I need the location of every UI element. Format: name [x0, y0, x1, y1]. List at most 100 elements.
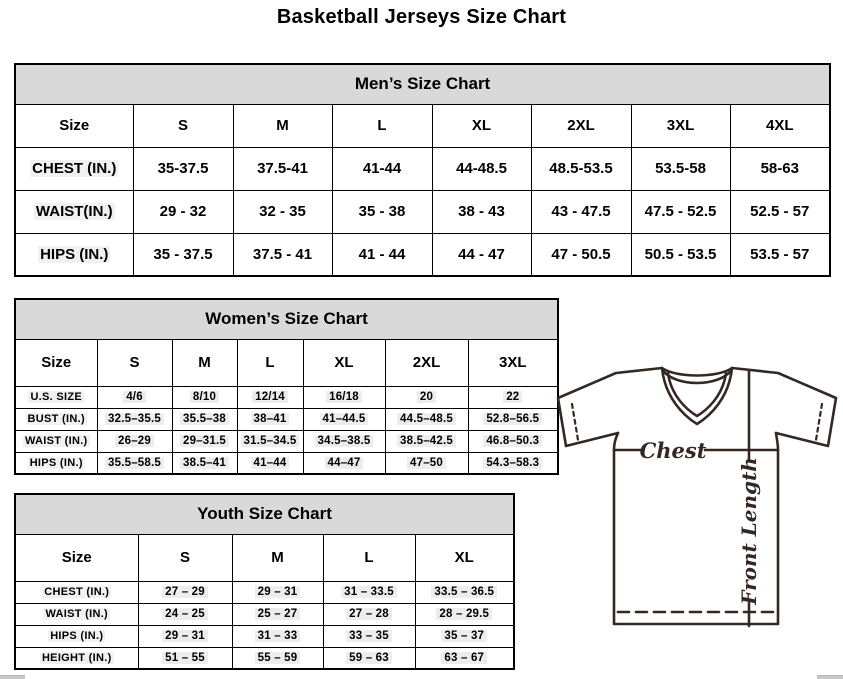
column-header: M: [171, 338, 238, 387]
size-value-cell: 59 – 63: [322, 646, 416, 670]
row-label: CHEST (IN.): [14, 146, 134, 191]
row-label: HIPS (IN.): [14, 451, 98, 475]
chest-measure-label: Chest: [640, 438, 707, 463]
size-value-cell: 38 - 43: [431, 189, 532, 234]
size-value-cell: 47.5 - 52.5: [630, 189, 731, 234]
size-value-cell: 50.5 - 53.5: [630, 232, 731, 277]
column-header: XL: [414, 533, 515, 582]
size-value-cell: 27 – 28: [322, 602, 416, 626]
size-value-cell: 35 - 38: [331, 189, 433, 234]
horizontal-scrollbar-thumb-left[interactable]: [0, 675, 25, 679]
size-value-cell: 31 – 33.5: [322, 580, 416, 604]
size-value-cell: 35.5–38: [171, 407, 238, 431]
size-value-cell: 29 – 31: [137, 624, 233, 648]
jersey-outline-icon: [556, 366, 838, 628]
size-value-cell: 41–44: [236, 451, 304, 475]
jersey-measurement-diagram: Chest Front Length: [556, 366, 838, 628]
size-value-cell: 12/14: [236, 385, 304, 409]
chart-title: Women’s Size Chart: [14, 298, 559, 340]
size-value-cell: 51 – 55: [137, 646, 233, 670]
row-label: HIPS (IN.): [14, 624, 139, 648]
column-header: S: [137, 533, 233, 582]
column-header: 2XL: [384, 338, 469, 387]
size-value-cell: 29 – 31: [231, 580, 324, 604]
row-label: HEIGHT (IN.): [14, 646, 139, 670]
size-value-cell: 52.5 - 57: [729, 189, 831, 234]
size-value-cell: 8/10: [171, 385, 238, 409]
size-value-cell: 35 – 37: [414, 624, 515, 648]
row-label: HIPS (IN.): [14, 232, 134, 277]
size-value-cell: 55 – 59: [231, 646, 324, 670]
chart-title: Youth Size Chart: [14, 493, 515, 535]
table-row: BUST (IN.) 32.5–35.5 35.5–38 38–41 41–44.5 44…: [14, 407, 559, 431]
size-value-cell: 41–44.5: [302, 407, 386, 431]
size-value-cell: 33.5 – 36.5: [414, 580, 515, 604]
size-value-cell: 31.5–34.5: [236, 429, 304, 453]
size-value-cell: 41 - 44: [331, 232, 433, 277]
row-label: WAIST (IN.): [14, 429, 98, 453]
womens-size-chart-table: Women’s Size Chart Size S M L XL 2XL 3XL U.S. SI…: [14, 298, 560, 475]
size-value-cell: 22: [467, 385, 559, 409]
horizontal-scrollbar-thumb-right[interactable]: [817, 675, 843, 679]
column-header: L: [236, 338, 304, 387]
size-value-cell: 37.5-41: [232, 146, 333, 191]
row-label: CHEST (IN.): [14, 580, 139, 604]
table-row: WAIST (IN.) 24 – 25 25 – 27 27 – 28 28 – 29.…: [14, 602, 515, 626]
column-header: 2XL: [530, 103, 632, 148]
table-row: HIPS (IN.) 29 – 31 31 – 33 33 – 35 35 – 37: [14, 624, 515, 648]
table-row: HIPS (IN.) 35.5–58.5 38.5–41 41–44 44–47 47–5…: [14, 451, 559, 475]
size-value-cell: 28 – 29.5: [414, 602, 515, 626]
size-value-cell: 24 – 25: [137, 602, 233, 626]
size-value-cell: 16/18: [302, 385, 386, 409]
row-label: U.S. SIZE: [14, 385, 98, 409]
size-value-cell: 34.5–38.5: [302, 429, 386, 453]
row-label: BUST (IN.): [14, 407, 98, 431]
size-value-cell: 38.5–41: [171, 451, 238, 475]
table-row: CHEST (IN.) 27 – 29 29 – 31 31 – 33.5 33.5 –…: [14, 580, 515, 604]
size-value-cell: 54.3–58.3: [467, 451, 559, 475]
column-header: Size: [14, 533, 139, 582]
size-value-cell: 25 – 27: [231, 602, 324, 626]
size-value-cell: 35 - 37.5: [132, 232, 234, 277]
front-length-measure-label: Front Length: [737, 457, 761, 606]
size-value-cell: 58-63: [729, 146, 831, 191]
size-value-cell: 31 – 33: [231, 624, 324, 648]
table-row: WAIST (IN.) 26–29 29–31.5 31.5–34.5 34.5–38.…: [14, 429, 559, 453]
size-value-cell: 27 – 29: [137, 580, 233, 604]
column-header: XL: [302, 338, 386, 387]
column-header: L: [331, 103, 433, 148]
size-value-cell: 4/6: [96, 385, 173, 409]
size-value-cell: 38.5–42.5: [384, 429, 469, 453]
table-row: HEIGHT (IN.) 51 – 55 55 – 59 59 – 63 63 – 67: [14, 646, 515, 670]
size-value-cell: 53.5 - 57: [729, 232, 831, 277]
size-value-cell: 37.5 - 41: [232, 232, 333, 277]
size-value-cell: 46.8–50.3: [467, 429, 559, 453]
size-value-cell: 32.5–35.5: [96, 407, 173, 431]
table-row: HIPS (IN.) 35 - 37.5 37.5 - 41 41 - 44 44 - …: [14, 232, 831, 277]
size-value-cell: 33 – 35: [322, 624, 416, 648]
size-value-cell: 35-37.5: [132, 146, 234, 191]
column-header: M: [231, 533, 324, 582]
size-value-cell: 38–41: [236, 407, 304, 431]
size-value-cell: 52.8–56.5: [467, 407, 559, 431]
table-row: U.S. SIZE 4/6 8/10 12/14 16/18 20 22: [14, 385, 559, 409]
size-value-cell: 29 - 32: [132, 189, 234, 234]
size-value-cell: 47–50: [384, 451, 469, 475]
size-value-cell: 63 – 67: [414, 646, 515, 670]
column-header: S: [132, 103, 234, 148]
size-value-cell: 29–31.5: [171, 429, 238, 453]
column-header: Size: [14, 103, 134, 148]
column-header: 3XL: [467, 338, 559, 387]
table-row: WAIST(IN.) 29 - 32 32 - 35 35 - 38 38 - 43 43…: [14, 189, 831, 234]
column-header: 4XL: [729, 103, 831, 148]
row-label: WAIST (IN.): [14, 602, 139, 626]
row-label: WAIST(IN.): [14, 189, 134, 234]
youth-size-chart-table: Youth Size Chart Size S M L XL CHEST (IN.) 27 –…: [14, 493, 516, 670]
column-header: M: [232, 103, 333, 148]
column-header: S: [96, 338, 173, 387]
column-header: L: [322, 533, 416, 582]
column-header: Size: [14, 338, 98, 387]
page-title: Basketball Jerseys Size Chart: [276, 6, 567, 28]
size-value-cell: 44–47: [302, 451, 386, 475]
